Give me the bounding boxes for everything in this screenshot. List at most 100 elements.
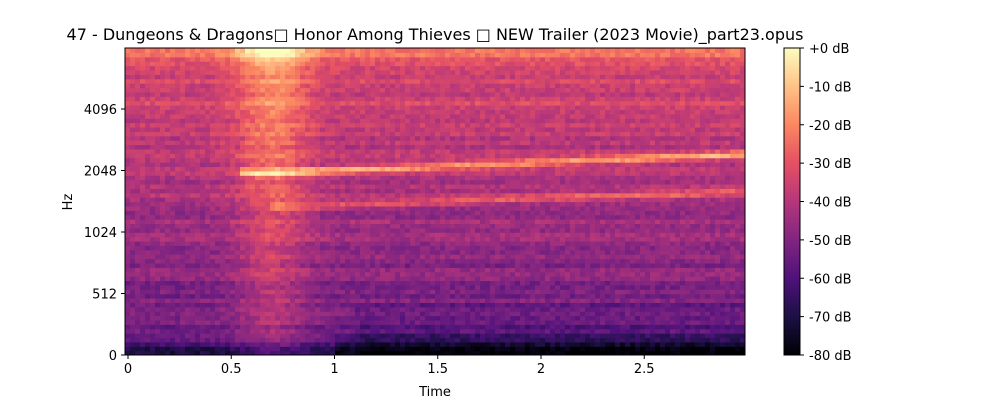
heatmap-cell	[300, 91, 306, 97]
heatmap-cell	[230, 183, 236, 189]
heatmap-cell	[345, 302, 351, 308]
heatmap-cell	[125, 140, 131, 146]
heatmap-cell	[250, 337, 256, 343]
heatmap-cell	[300, 126, 306, 132]
heatmap-cell	[440, 135, 446, 141]
heatmap-cell	[460, 205, 466, 211]
heatmap-cell	[275, 179, 281, 185]
heatmap-cell	[180, 245, 186, 251]
heatmap-cell	[245, 223, 251, 229]
heatmap-cell	[140, 87, 146, 93]
heatmap-cell	[465, 65, 471, 71]
heatmap-cell	[440, 306, 446, 312]
heatmap-cell	[130, 83, 136, 89]
spectrogram-heatmap	[125, 48, 745, 355]
heatmap-cell	[295, 280, 301, 286]
heatmap-cell	[190, 311, 196, 317]
heatmap-cell	[315, 91, 321, 97]
heatmap-cell	[150, 52, 156, 58]
heatmap-cell	[315, 245, 321, 251]
heatmap-cell	[240, 166, 246, 172]
heatmap-cell	[300, 267, 306, 273]
heatmap-cell	[420, 276, 426, 282]
heatmap-cell	[335, 341, 341, 347]
heatmap-cell	[230, 341, 236, 347]
heatmap-cell	[410, 232, 416, 238]
heatmap-cell	[260, 78, 266, 84]
heatmap-cell	[470, 78, 476, 84]
heatmap-cell	[175, 91, 181, 97]
heatmap-cell	[140, 91, 146, 97]
heatmap-cell	[425, 315, 431, 321]
heatmap-cell	[140, 262, 146, 268]
heatmap-cell	[335, 87, 341, 93]
heatmap-cell	[425, 78, 431, 84]
heatmap-cell	[200, 100, 206, 106]
heatmap-cell	[220, 350, 226, 355]
heatmap-cell	[185, 113, 191, 119]
heatmap-cell	[275, 236, 281, 242]
heatmap-cell	[280, 157, 286, 163]
heatmap-cell	[265, 52, 271, 58]
heatmap-cell	[250, 183, 256, 189]
heatmap-cell	[360, 153, 366, 159]
heatmap-cell	[275, 105, 281, 110]
heatmap-cell	[255, 96, 261, 102]
heatmap-cell	[225, 350, 231, 355]
heatmap-cell	[235, 254, 241, 260]
heatmap-cell	[280, 69, 286, 75]
heatmap-cell	[465, 223, 471, 229]
heatmap-cell	[355, 276, 361, 282]
heatmap-cell	[455, 96, 461, 102]
heatmap-cell	[275, 109, 281, 115]
heatmap-cell	[430, 109, 436, 115]
heatmap-cell	[215, 192, 221, 198]
heatmap-cell	[320, 289, 326, 295]
heatmap-cell	[250, 197, 256, 203]
heatmap-cell	[150, 74, 156, 80]
heatmap-cell	[365, 109, 371, 115]
heatmap-cell	[375, 214, 381, 220]
heatmap-cell	[215, 157, 221, 163]
heatmap-cell	[205, 302, 211, 308]
heatmap-cell	[145, 293, 151, 299]
heatmap-cell	[375, 126, 381, 132]
heatmap-cell	[380, 83, 386, 89]
heatmap-cell	[445, 227, 451, 233]
heatmap-cell	[350, 337, 356, 343]
heatmap-cell	[280, 315, 286, 321]
heatmap-cell	[145, 227, 151, 233]
heatmap-cell	[285, 201, 291, 207]
heatmap-cell	[330, 188, 336, 194]
heatmap-cell	[455, 78, 461, 84]
heatmap-cell	[215, 201, 221, 207]
heatmap-cell	[420, 126, 426, 132]
heatmap-cell	[425, 96, 431, 102]
heatmap-cell	[430, 197, 436, 203]
heatmap-cell	[315, 311, 321, 317]
heatmap-cell	[270, 91, 276, 97]
heatmap-cell	[315, 319, 321, 325]
heatmap-cell	[295, 324, 301, 330]
heatmap-cell	[420, 328, 426, 334]
heatmap-cell	[325, 166, 331, 172]
heatmap-cell	[430, 179, 436, 185]
heatmap-cell	[405, 319, 411, 325]
heatmap-cell	[410, 219, 416, 225]
heatmap-cell	[425, 280, 431, 286]
heatmap-cell	[295, 311, 301, 317]
heatmap-cell	[335, 262, 341, 268]
heatmap-cell	[125, 65, 131, 71]
heatmap-cell	[280, 166, 286, 172]
heatmap-cell	[165, 271, 171, 277]
heatmap-cell	[355, 328, 361, 334]
heatmap-cell	[205, 289, 211, 295]
heatmap-cell	[205, 262, 211, 268]
heatmap-cell	[395, 183, 401, 189]
heatmap-cell	[475, 126, 481, 132]
heatmap-cell	[390, 284, 396, 290]
heatmap-cell	[340, 319, 346, 325]
heatmap-cell	[430, 122, 436, 128]
heatmap-cell	[200, 162, 206, 168]
heatmap-cell	[405, 205, 411, 211]
